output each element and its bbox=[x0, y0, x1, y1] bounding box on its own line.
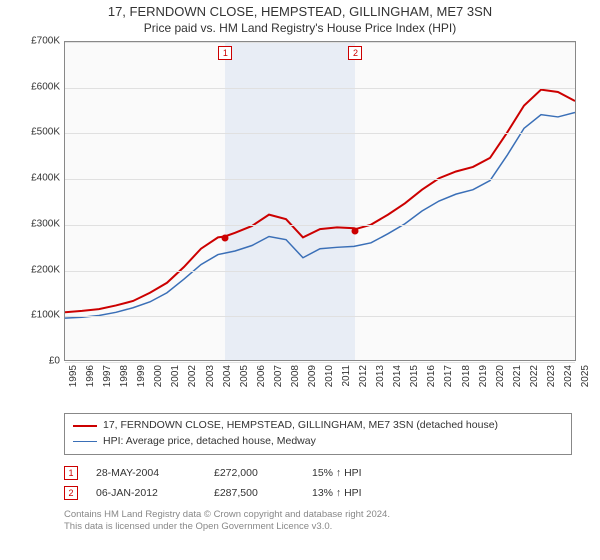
x-tick-label: 2022 bbox=[529, 365, 540, 387]
sale-hpi-delta: 15% ↑ HPI bbox=[312, 467, 392, 479]
x-tick-label: 2004 bbox=[222, 365, 233, 387]
x-tick-label: 2014 bbox=[392, 365, 403, 387]
page-title: 17, FERNDOWN CLOSE, HEMPSTEAD, GILLINGHA… bbox=[0, 4, 600, 19]
sale-date: 06-JAN-2012 bbox=[96, 487, 196, 499]
footer: Contains HM Land Registry data © Crown c… bbox=[20, 509, 580, 534]
gridline-h bbox=[65, 179, 575, 180]
x-tick-label: 2011 bbox=[341, 365, 352, 387]
gridline-h bbox=[65, 225, 575, 226]
legend-label: HPI: Average price, detached house, Medw… bbox=[103, 434, 316, 450]
chart-lines bbox=[65, 42, 575, 360]
x-tick-label: 2021 bbox=[512, 365, 523, 387]
x-tick-label: 2012 bbox=[358, 365, 369, 387]
sale-row: 2 06-JAN-2012 £287,500 13% ↑ HPI bbox=[64, 483, 572, 503]
legend-row: 17, FERNDOWN CLOSE, HEMPSTEAD, GILLINGHA… bbox=[73, 418, 563, 434]
x-tick-label: 1998 bbox=[119, 365, 130, 387]
x-tick-label: 2010 bbox=[324, 365, 335, 387]
sale-marker-box: 1 bbox=[218, 46, 232, 60]
x-tick-label: 2005 bbox=[239, 365, 250, 387]
y-tick-label: £400K bbox=[31, 173, 60, 184]
y-tick-label: £700K bbox=[31, 36, 60, 47]
legend-swatch bbox=[73, 425, 97, 427]
gridline-h bbox=[65, 316, 575, 317]
x-tick-label: 2019 bbox=[478, 365, 489, 387]
sales-table: 1 28-MAY-2004 £272,000 15% ↑ HPI 2 06-JAN-201… bbox=[64, 463, 572, 503]
y-tick-label: £300K bbox=[31, 218, 60, 229]
x-axis-labels: 1995 1996 1997 1998 1999 2000 2001 2002 2003 2004… bbox=[64, 363, 576, 411]
series-hpi bbox=[65, 112, 575, 318]
gridline-h bbox=[65, 88, 575, 89]
x-tick-label: 1995 bbox=[68, 365, 79, 387]
chart-area: £0£100K£200K£300K£400K£500K£600K£700K 12… bbox=[20, 41, 580, 411]
y-tick-label: £0 bbox=[49, 356, 60, 367]
y-tick-label: £100K bbox=[31, 310, 60, 321]
legend-label: 17, FERNDOWN CLOSE, HEMPSTEAD, GILLINGHA… bbox=[103, 418, 498, 434]
y-tick-label: £500K bbox=[31, 127, 60, 138]
gridline-h bbox=[65, 271, 575, 272]
sale-hpi-delta: 13% ↑ HPI bbox=[312, 487, 392, 499]
sale-price: £272,000 bbox=[214, 467, 294, 479]
x-tick-label: 1996 bbox=[85, 365, 96, 387]
x-tick-label: 2016 bbox=[426, 365, 437, 387]
legend-swatch bbox=[73, 441, 97, 442]
x-tick-label: 1997 bbox=[102, 365, 113, 387]
sale-point-dot bbox=[352, 227, 359, 234]
sale-marker-box: 2 bbox=[348, 46, 362, 60]
sale-date: 28-MAY-2004 bbox=[96, 467, 196, 479]
x-tick-label: 2000 bbox=[153, 365, 164, 387]
sale-marker-box: 1 bbox=[64, 466, 78, 480]
x-tick-label: 2008 bbox=[290, 365, 301, 387]
x-tick-label: 2015 bbox=[409, 365, 420, 387]
x-tick-label: 1999 bbox=[136, 365, 147, 387]
sale-row: 1 28-MAY-2004 £272,000 15% ↑ HPI bbox=[64, 463, 572, 483]
y-axis-labels: £0£100K£200K£300K£400K£500K£600K£700K bbox=[20, 41, 64, 361]
x-tick-label: 2002 bbox=[187, 365, 198, 387]
footer-line-2: This data is licensed under the Open Gov… bbox=[64, 521, 580, 533]
sale-marker-box: 2 bbox=[64, 486, 78, 500]
gridline-h bbox=[65, 42, 575, 43]
sale-price: £287,500 bbox=[214, 487, 294, 499]
x-tick-label: 2001 bbox=[170, 365, 181, 387]
page-subtitle: Price paid vs. HM Land Registry's House … bbox=[0, 19, 600, 35]
plot-area: 12 bbox=[64, 41, 576, 361]
y-tick-label: £200K bbox=[31, 264, 60, 275]
x-tick-label: 2018 bbox=[461, 365, 472, 387]
series-property bbox=[65, 90, 575, 313]
x-tick-label: 2009 bbox=[307, 365, 318, 387]
x-tick-label: 2006 bbox=[256, 365, 267, 387]
below-chart: 17, FERNDOWN CLOSE, HEMPSTEAD, GILLINGHA… bbox=[20, 411, 580, 503]
x-tick-label: 2025 bbox=[580, 365, 591, 387]
x-tick-label: 2017 bbox=[443, 365, 454, 387]
x-tick-label: 2020 bbox=[495, 365, 506, 387]
sale-point-dot bbox=[222, 234, 229, 241]
x-tick-label: 2003 bbox=[205, 365, 216, 387]
gridline-h bbox=[65, 133, 575, 134]
x-tick-label: 2013 bbox=[375, 365, 386, 387]
footer-line-1: Contains HM Land Registry data © Crown c… bbox=[64, 509, 580, 521]
x-tick-label: 2024 bbox=[563, 365, 574, 387]
x-tick-label: 2023 bbox=[546, 365, 557, 387]
legend: 17, FERNDOWN CLOSE, HEMPSTEAD, GILLINGHA… bbox=[64, 413, 572, 455]
chart-header: 17, FERNDOWN CLOSE, HEMPSTEAD, GILLINGHA… bbox=[0, 0, 600, 37]
x-tick-label: 2007 bbox=[273, 365, 284, 387]
y-tick-label: £600K bbox=[31, 81, 60, 92]
legend-row: HPI: Average price, detached house, Medw… bbox=[73, 434, 563, 450]
